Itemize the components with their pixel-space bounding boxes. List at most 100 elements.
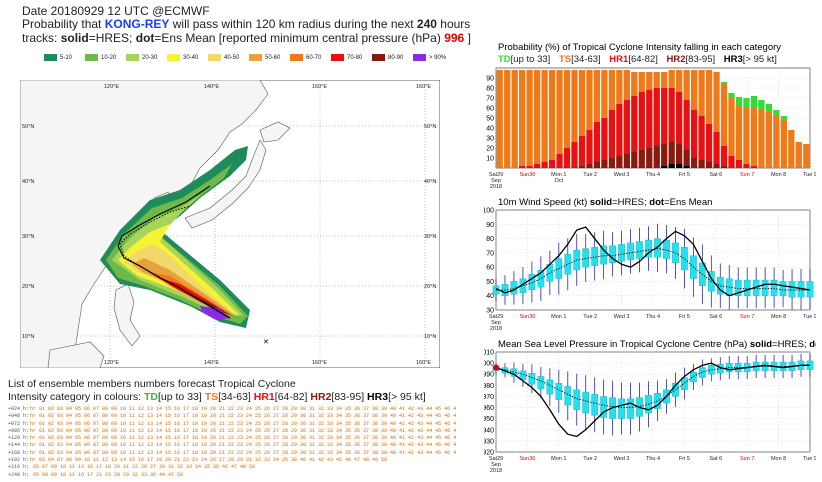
bar-hr1 — [698, 116, 705, 160]
bar-hr1 — [519, 166, 526, 168]
pressure-ytick-label: 990 — [484, 372, 494, 379]
pressure-xtick-label: Sat 6 — [709, 456, 722, 462]
wind-speed-chart: 10m Wind Speed (kt) solid=HRES; dot=Ens … — [484, 197, 816, 330]
ensemble-row-members: hr 01 02 03 04 05 06 07 08 09 10 11 12 1… — [30, 427, 456, 434]
legend-swatch — [413, 54, 426, 61]
wind-ytick-label: 80 — [486, 236, 494, 243]
bar-td — [728, 93, 735, 98]
legend-item-0: 5-10 — [44, 54, 82, 61]
ensemble-row-members: hr 01 02 03 04 05 06 07 08 09 10 11 12 1… — [30, 420, 456, 427]
legend-item-5: 50-60 — [249, 54, 287, 61]
wind-box — [788, 281, 796, 298]
bar-ts — [556, 70, 563, 154]
pressure-box — [627, 398, 634, 419]
ensemble-subtitle: Intensity category in colours: TD[up to … — [8, 391, 426, 403]
pressure-ytick-label: 960 — [484, 405, 494, 412]
intensity-xtick-label: Wed 3 — [614, 172, 630, 178]
pressure-box — [591, 394, 599, 416]
bar-hr1 — [548, 160, 556, 168]
ensemble-row-label: +168 h: — [8, 449, 30, 456]
bar-ts — [728, 98, 735, 156]
wind-ytick-label: 40 — [486, 293, 494, 300]
bar-td — [780, 116, 787, 120]
lon-label-120-bottom: 120°E — [104, 360, 119, 366]
legend-label: 70-80 — [347, 54, 363, 61]
bar-hr1 — [676, 92, 683, 144]
legend-label: 50-60 — [265, 54, 281, 61]
legend-swatch — [85, 54, 98, 61]
lon-label-140: 140°E — [204, 84, 219, 90]
ensemble-row-members: 05 07 09 10 11 13 16 17 19 20 21 22 26 2… — [30, 464, 256, 471]
bar-hr1 — [556, 154, 563, 168]
bar-hr1 — [593, 122, 601, 162]
pressure-box — [564, 386, 572, 406]
map-marker-x: ✕ — [263, 339, 269, 346]
pressure-box — [555, 382, 563, 400]
pressure-ytick-label: 950 — [484, 416, 494, 423]
lat-label-20: 20°N — [22, 284, 34, 290]
ensemble-row: +168 h:hr 01 02 03 04 05 06 07 08 09 10 … — [8, 450, 456, 457]
bar-ts — [578, 70, 586, 136]
wind-box — [600, 245, 608, 265]
borneo-land — [47, 341, 105, 368]
legend-item-9: > 90% — [413, 54, 451, 61]
intensity-chart-title: Probability (%) of Tropical Cyclone Inte… — [498, 42, 781, 53]
pressure-box — [690, 371, 697, 383]
pressure-box — [779, 361, 787, 372]
legend-label: 30-40 — [183, 54, 199, 61]
lon-label-160b: 160°E — [416, 84, 431, 90]
wind-ens-mean-line — [496, 248, 810, 291]
bar-ts — [795, 142, 802, 168]
lon-label-120: 120°E — [104, 84, 119, 90]
bar-ts — [690, 70, 698, 110]
wind-box — [681, 246, 688, 271]
ensemble-row-label: +048 h: — [8, 413, 30, 420]
ensemble-row-label: +144 h: — [8, 442, 30, 449]
wind-box — [609, 245, 616, 264]
bar-hr2 — [661, 144, 668, 166]
ensemble-row: +120 h:hr 01 02 03 04 05 06 07 08 09 10 … — [8, 435, 456, 442]
bar-td — [750, 96, 758, 108]
intensity-probability-chart: Probability (%) of Tropical Cyclone Inte… — [486, 42, 816, 190]
legend-label: 5-10 — [60, 54, 73, 61]
pressure-xtick-label: Tue 2 — [583, 456, 597, 462]
wind-box — [618, 244, 625, 262]
pressure-xtick-label: Sun30 — [519, 456, 535, 462]
wind-box — [537, 269, 545, 288]
wind-box — [770, 279, 778, 296]
lat-label-30: 30°N — [22, 234, 34, 240]
philippines-land — [113, 283, 141, 347]
legend-swatch — [249, 54, 262, 61]
wind-ytick-label: 50 — [486, 279, 494, 286]
pressure-xtick-label: Mon 8 — [771, 456, 786, 462]
ensemble-row-members: hr 03 04 07 08 09 10 11 12 13 14 15 16 1… — [30, 457, 388, 464]
pressure-xtick-label: Sat29 Sep 2018 — [489, 456, 503, 474]
bar-ts — [750, 108, 758, 166]
ensemble-row-members: hr 01 02 03 04 05 06 07 08 09 10 11 12 1… — [30, 449, 456, 456]
intensity-ytick-label: 50 — [486, 116, 494, 123]
ensemble-row-members: hr 01 02 03 04 05 06 07 08 09 10 11 12 1… — [30, 435, 456, 442]
pressure-xtick-label: Wed 3 — [614, 456, 630, 462]
bar-ts — [593, 70, 601, 122]
pressure-xtick-label: Thu 4 — [646, 456, 660, 462]
legend-swatch — [290, 54, 303, 61]
legend-swatch — [208, 54, 221, 61]
bar-hr1 — [653, 88, 660, 146]
lat-label-10-right: 10°N — [424, 334, 436, 340]
bar-hr1 — [668, 88, 675, 142]
pressure-xtick-label: Fri 5 — [679, 456, 690, 462]
pressure-box — [654, 392, 661, 409]
bar-hr2 — [690, 158, 698, 168]
lat-label-50: 50°N — [22, 124, 34, 130]
pressure-ytick-label: 930 — [484, 438, 494, 445]
wind-xtick-label: Sat 6 — [709, 314, 722, 320]
hokkaido-land — [259, 121, 291, 143]
probability-legend: 5-10 10-20 20-30 30-40 40-50 50-60 60-70 70-80 8… — [44, 54, 451, 61]
bar-hr2 — [586, 164, 593, 168]
bar-hr1 — [631, 96, 638, 152]
bar-ts — [563, 70, 571, 148]
bar-hr1 — [563, 148, 571, 168]
bar-ts — [758, 110, 765, 168]
legend-swatch — [126, 54, 139, 61]
ensemble-row: +144 h:hr 01 02 03 04 05 06 07 08 09 10 … — [8, 442, 456, 449]
